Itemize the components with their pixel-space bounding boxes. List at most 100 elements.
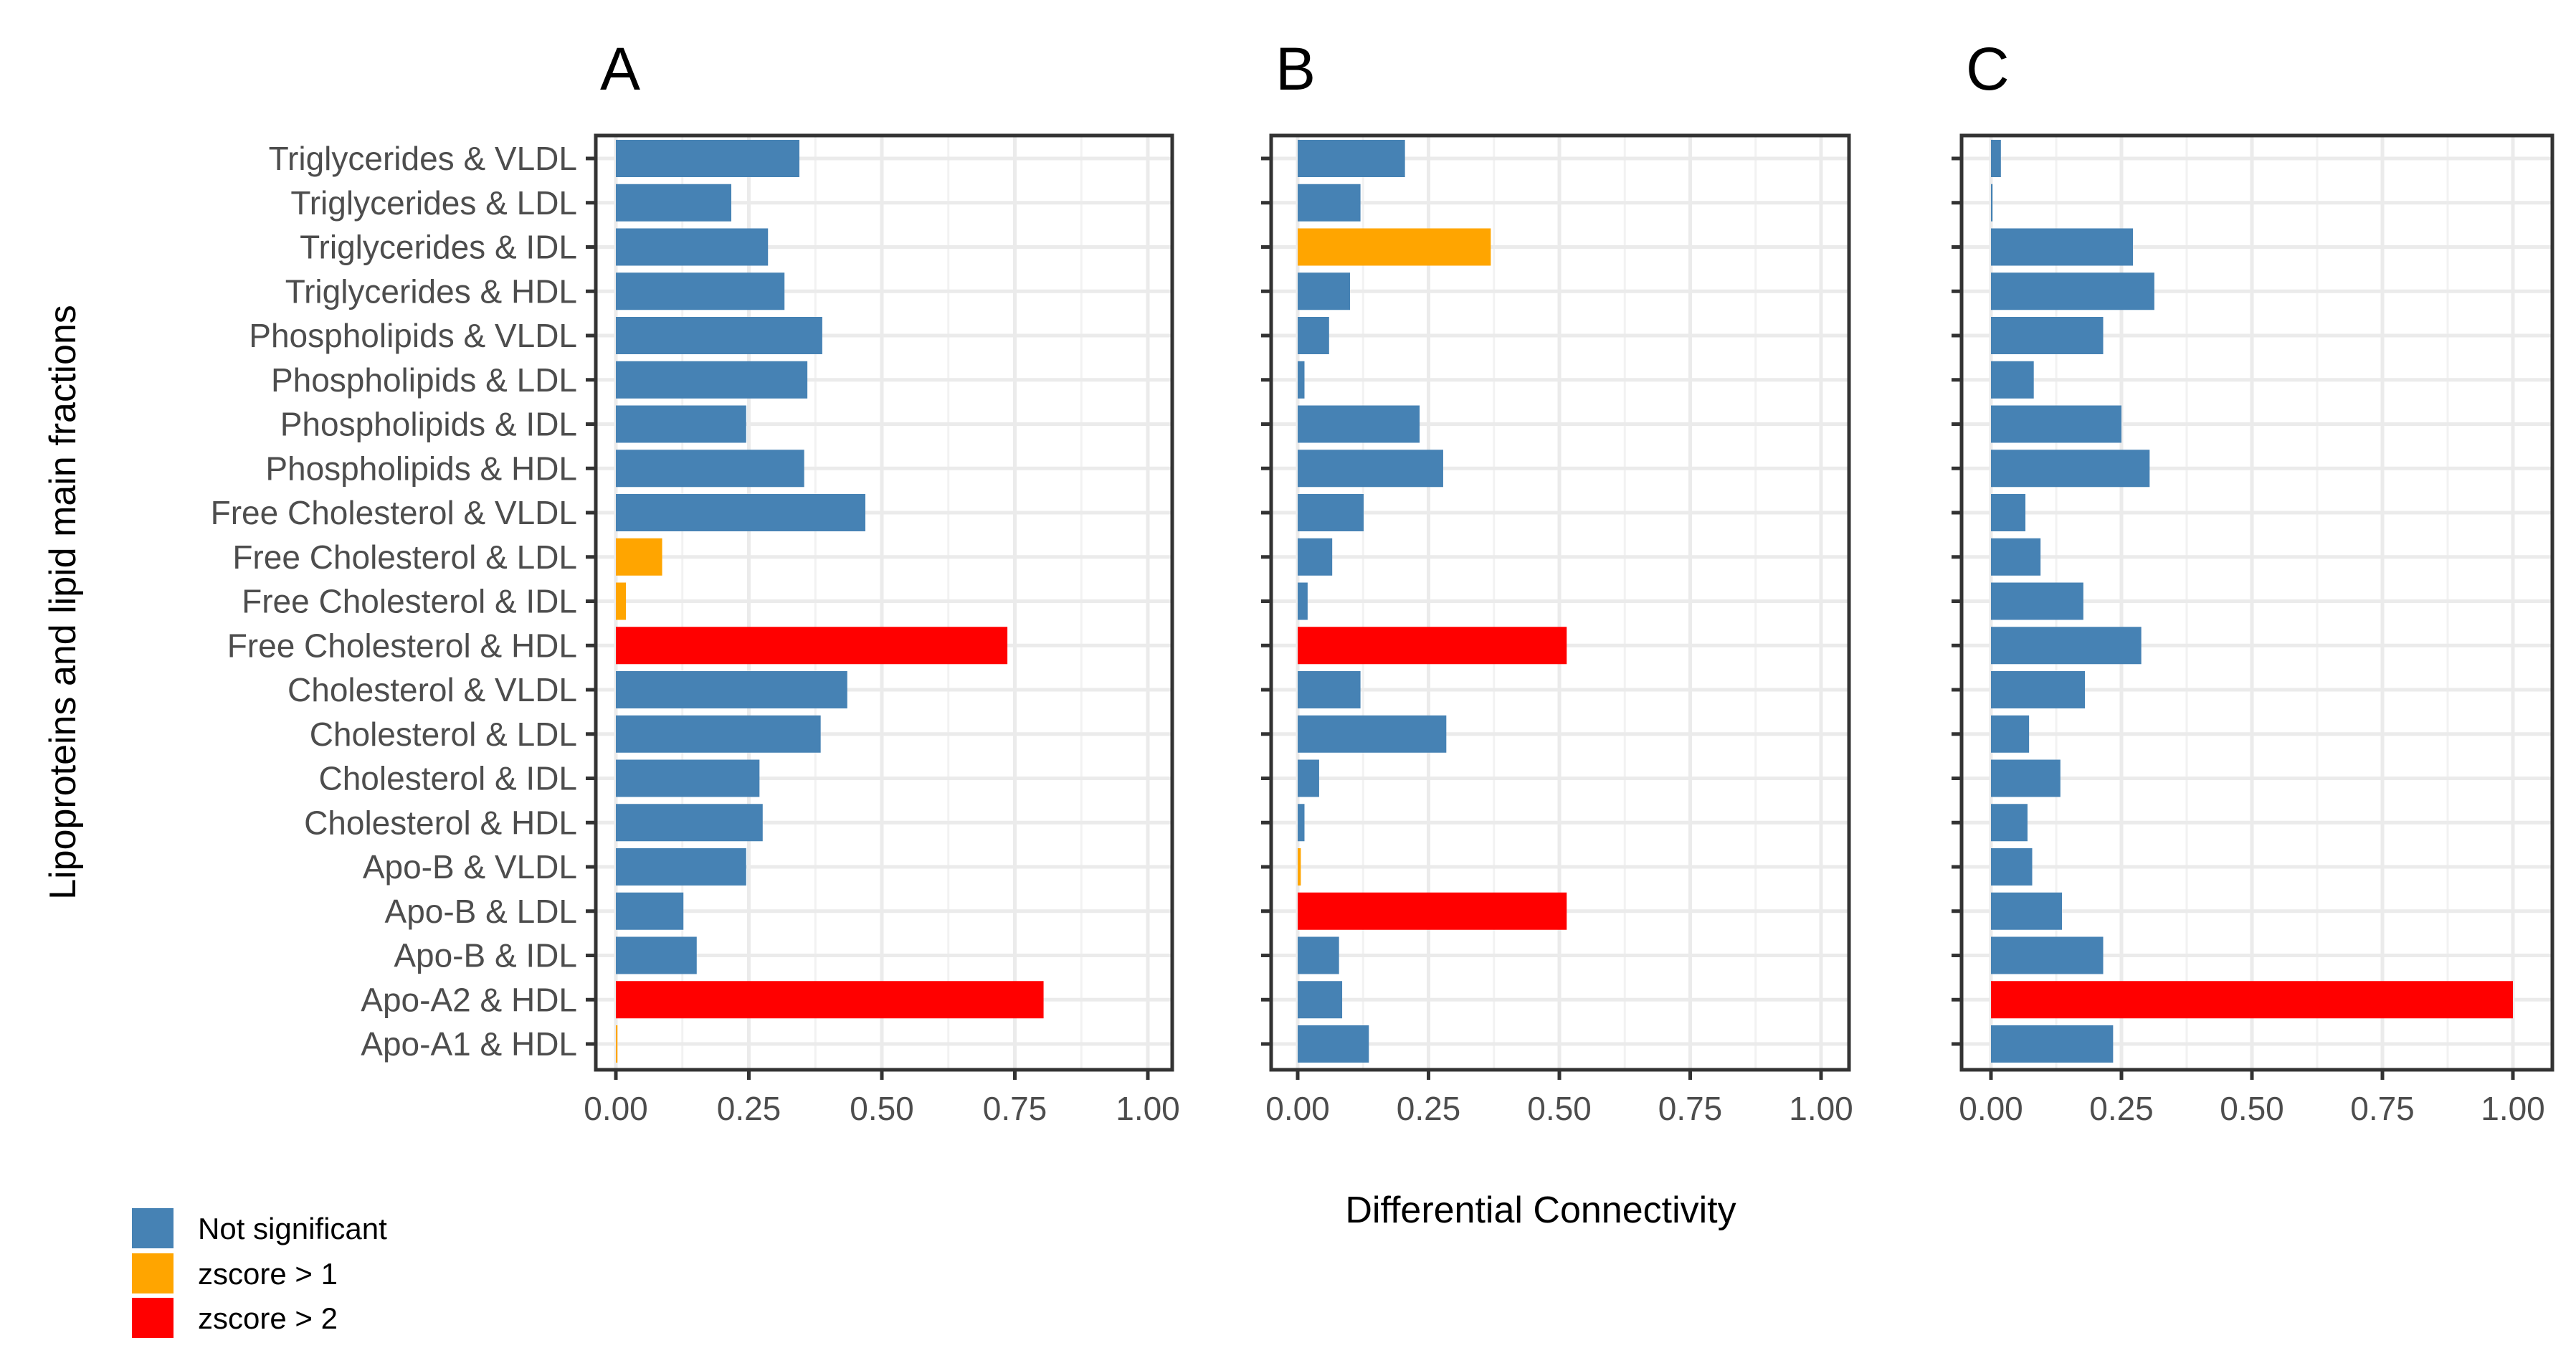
bar xyxy=(1991,538,2041,576)
bar xyxy=(616,582,627,620)
bar xyxy=(1991,627,2142,665)
bar xyxy=(1991,494,2026,531)
bar xyxy=(1298,1025,1369,1063)
bar xyxy=(1298,538,1333,576)
bar xyxy=(616,804,763,842)
category-label: Cholesterol & IDL xyxy=(319,760,578,797)
category-label: Free Cholesterol & LDL xyxy=(232,538,577,576)
bar xyxy=(1298,848,1301,886)
bar xyxy=(1991,1025,2114,1063)
panel-c: 0.00 0.25 0.50 0.75 1.00 C xyxy=(1952,35,2554,1127)
bar xyxy=(1298,405,1420,443)
category-label: Triglycerides & LDL xyxy=(290,184,577,222)
x-tick-label: 0.50 xyxy=(850,1090,914,1127)
legend-swatch xyxy=(132,1253,174,1293)
bar xyxy=(616,272,785,310)
bar xyxy=(616,981,1044,1019)
legend-label: zscore > 1 xyxy=(198,1257,338,1291)
x-tick-label: 0.75 xyxy=(2350,1090,2415,1127)
bar xyxy=(1991,582,2083,620)
x-axis-title: Differential Connectivity xyxy=(1345,1190,1736,1231)
category-label: Apo-A1 & HDL xyxy=(361,1025,577,1063)
y-axis-title: Lipoproteins and lipid main fractions xyxy=(42,305,84,900)
bar xyxy=(1298,450,1443,488)
panel-b: 0.00 0.25 0.50 0.75 1.00 B xyxy=(1261,35,1853,1127)
bar xyxy=(1298,759,1319,797)
legend-label: Not significant xyxy=(198,1212,387,1245)
bar xyxy=(1991,228,2134,266)
bar xyxy=(616,405,746,443)
bar xyxy=(616,715,821,753)
x-tick-label: 0.75 xyxy=(1658,1090,1723,1127)
bar xyxy=(1991,184,1993,222)
x-tick-label: 0.00 xyxy=(584,1090,648,1127)
bar xyxy=(616,228,769,266)
bar xyxy=(1991,450,2150,488)
legend-item-z1: zscore > 1 xyxy=(132,1253,338,1293)
x-tick-label: 0.25 xyxy=(2089,1090,2154,1127)
legend-item-ns: Not significant xyxy=(132,1208,387,1248)
x-tick-label: 1.00 xyxy=(1789,1090,1853,1127)
bar xyxy=(1991,317,2104,354)
bar xyxy=(1298,936,1339,974)
x-tick-label: 0.00 xyxy=(1959,1090,2023,1127)
bar xyxy=(1298,228,1491,266)
bar xyxy=(616,361,808,399)
category-label: Phospholipids & IDL xyxy=(280,406,577,443)
bar xyxy=(1991,715,2030,753)
bar xyxy=(616,1025,618,1063)
category-label: Cholesterol & VLDL xyxy=(287,671,577,708)
bar xyxy=(616,450,804,488)
bar xyxy=(1991,848,2033,886)
category-label: Apo-B & IDL xyxy=(394,937,577,974)
bar xyxy=(1991,892,2063,930)
bar xyxy=(1991,804,2028,842)
bar xyxy=(1991,936,2104,974)
category-label: Phospholipids & VLDL xyxy=(249,317,577,354)
bar xyxy=(1298,272,1350,310)
bar xyxy=(616,759,760,797)
legend-swatch xyxy=(132,1208,174,1248)
bar xyxy=(616,671,847,708)
bar xyxy=(1298,494,1364,531)
bar xyxy=(1298,981,1343,1019)
x-tick-label: 0.25 xyxy=(1397,1090,1461,1127)
category-label: Triglycerides & IDL xyxy=(300,229,577,266)
panel-title: C xyxy=(1966,35,2010,103)
bar xyxy=(1991,140,2001,177)
category-label: Free Cholesterol & HDL xyxy=(227,627,577,664)
bar xyxy=(616,627,1008,665)
panel-title: A xyxy=(600,35,640,103)
bar xyxy=(1991,671,2086,708)
bar xyxy=(1991,361,2034,399)
x-tick-label: 0.50 xyxy=(2220,1090,2284,1127)
x-tick-label: 0.50 xyxy=(1527,1090,1592,1127)
legend-label: zscore > 2 xyxy=(198,1301,338,1335)
bar xyxy=(616,140,799,177)
category-label: Apo-A2 & HDL xyxy=(361,981,577,1018)
bar xyxy=(616,538,662,576)
bar xyxy=(1298,184,1361,222)
legend-swatch xyxy=(132,1298,174,1338)
bar xyxy=(1298,361,1305,399)
bar xyxy=(616,892,684,930)
bar xyxy=(1298,892,1567,930)
bar xyxy=(1298,627,1567,665)
bar xyxy=(616,317,822,354)
bar xyxy=(1991,272,2154,310)
category-label: Triglycerides & VLDL xyxy=(269,140,577,177)
panel-title: B xyxy=(1275,35,1316,103)
bar xyxy=(1991,759,2061,797)
category-label: Cholesterol & LDL xyxy=(310,716,577,753)
x-tick-label: 0.25 xyxy=(717,1090,781,1127)
legend: Not significant zscore > 1 zscore > 2 xyxy=(132,1208,387,1338)
category-label: Cholesterol & HDL xyxy=(304,804,577,841)
bar xyxy=(1298,582,1308,620)
bar xyxy=(616,184,732,222)
bar xyxy=(1298,804,1305,842)
category-label: Apo-B & VLDL xyxy=(363,848,577,886)
bar xyxy=(1298,317,1329,354)
bar xyxy=(1298,671,1361,708)
category-label: Apo-B & LDL xyxy=(385,893,577,930)
